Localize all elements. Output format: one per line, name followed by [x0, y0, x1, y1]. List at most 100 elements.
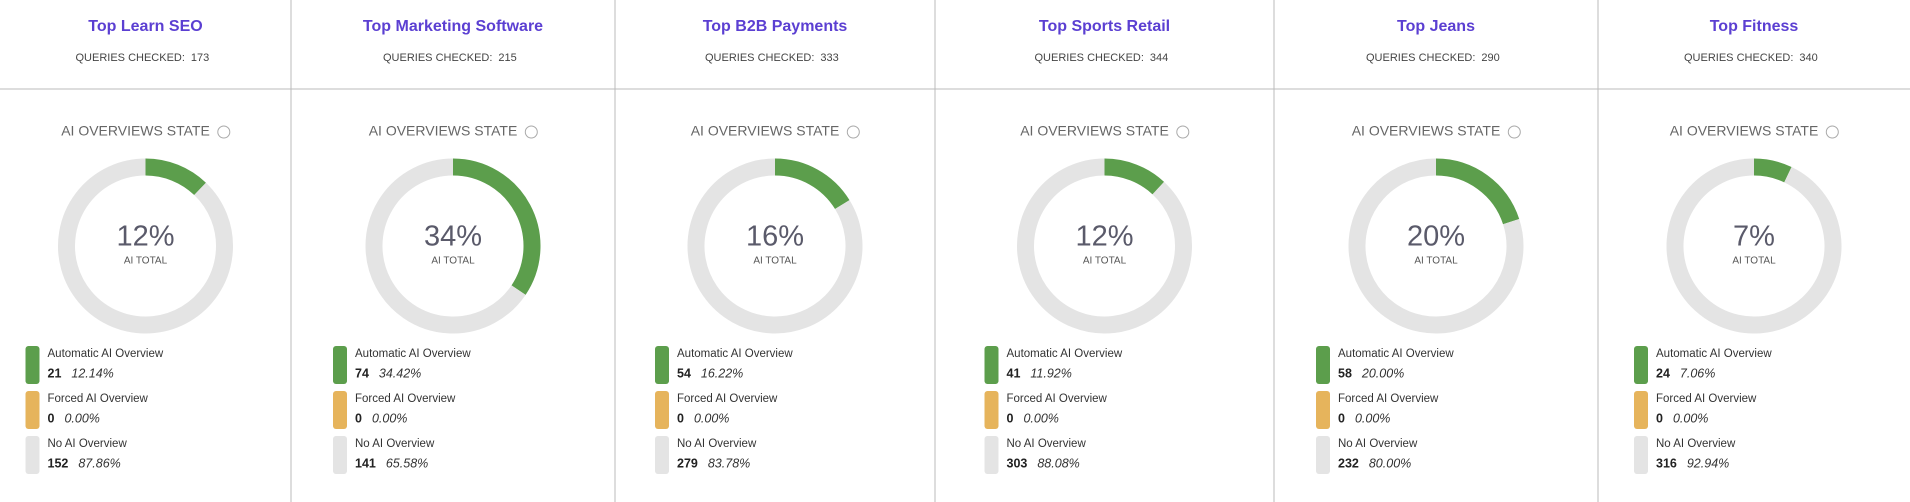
help-icon — [524, 125, 538, 139]
legend-count: 141 — [355, 456, 376, 470]
legend-name: Forced AI Overview — [1338, 393, 1439, 405]
help-icon — [1507, 125, 1521, 139]
legend-count: 58 — [1338, 366, 1352, 380]
legend-percent: 20.00% — [1361, 366, 1404, 380]
legend-count: 0 — [677, 411, 684, 425]
legend-percent: 0.00% — [64, 411, 99, 425]
center-caption: AI TOTAL — [431, 256, 475, 267]
panel-title: Top B2B Payments — [703, 18, 848, 35]
legend-name: Forced AI Overview — [1656, 393, 1757, 405]
panel-title: Top Learn SEO — [88, 18, 202, 35]
queries-value: 290 — [1481, 52, 1499, 64]
legend-percent: 7.06% — [1680, 366, 1715, 380]
legend-percent: 12.14% — [71, 366, 113, 380]
donut-segment — [145, 158, 206, 196]
legend-count: 279 — [677, 456, 698, 470]
legend-count: 21 — [48, 366, 62, 380]
legend-swatch — [25, 436, 40, 474]
legend-count: 303 — [1007, 456, 1028, 470]
center-value: 34% — [424, 221, 482, 253]
legend-name: No AI Overview — [677, 438, 757, 450]
panel-title: Top Fitness — [1710, 18, 1799, 35]
section-title: AI OVERVIEWS STATE — [1352, 123, 1501, 139]
center-value: 12% — [116, 221, 174, 253]
section-title: AI OVERVIEWS STATE — [691, 123, 840, 139]
queries-label: QUERIES CHECKED: — [705, 52, 814, 64]
help-icon — [1176, 125, 1190, 139]
legend-name: Forced AI Overview — [677, 393, 778, 405]
donut-segment — [58, 158, 233, 334]
legend-swatch — [984, 391, 999, 429]
legend-percent: 0.00% — [1023, 411, 1058, 425]
center-value: 7% — [1733, 221, 1775, 253]
legend-swatch — [984, 346, 999, 384]
legend-swatch — [655, 346, 669, 384]
panel-title: Top Jeans — [1397, 18, 1475, 35]
legend-count: 0 — [1338, 411, 1345, 425]
center-value: 12% — [1075, 221, 1133, 253]
legend-name: Forced AI Overview — [48, 393, 149, 405]
donut-segment — [1666, 158, 1842, 334]
legend-percent: 16.22% — [701, 366, 743, 380]
legend-name: No AI Overview — [1656, 438, 1736, 450]
legend-percent: 92.94% — [1687, 456, 1729, 470]
center-caption: AI TOTAL — [1414, 256, 1458, 267]
legend-name: Automatic AI Overview — [1338, 348, 1454, 360]
legend-name: Automatic AI Overview — [48, 348, 164, 360]
legend-percent: 87.86% — [78, 456, 120, 470]
donut-segment — [1435, 158, 1520, 225]
queries-value: 333 — [820, 52, 838, 64]
legend-swatch — [1316, 391, 1330, 429]
help-icon — [1825, 125, 1839, 139]
center-value: 20% — [1407, 221, 1465, 253]
legend-count: 316 — [1656, 456, 1677, 470]
center-caption: AI TOTAL — [1083, 256, 1127, 267]
queries-value: 340 — [1799, 52, 1817, 64]
legend-count: 0 — [48, 411, 55, 425]
queries-value: 215 — [498, 52, 516, 64]
legend-swatch — [1634, 436, 1648, 474]
panel-title: Top Marketing Software — [363, 18, 543, 35]
legend-count: 24 — [1656, 366, 1670, 380]
legend-count: 54 — [677, 366, 691, 380]
legend-swatch — [984, 436, 999, 474]
legend-name: Forced AI Overview — [1007, 393, 1108, 405]
legend-swatch — [333, 346, 347, 384]
legend-count: 0 — [1656, 411, 1663, 425]
legend-count: 74 — [355, 366, 369, 380]
legend-percent: 0.00% — [1355, 411, 1390, 425]
center-caption: AI TOTAL — [124, 256, 168, 267]
center-value: 16% — [746, 221, 804, 253]
queries-label: QUERIES CHECKED: — [383, 52, 492, 64]
legend-percent: 80.00% — [1369, 456, 1411, 470]
legend-swatch — [1634, 346, 1648, 384]
section-title: AI OVERVIEWS STATE — [1670, 123, 1819, 139]
donut-segment — [1017, 158, 1192, 334]
legend-count: 0 — [355, 411, 362, 425]
donut-segment — [687, 158, 863, 334]
legend-name: No AI Overview — [1007, 438, 1087, 450]
queries-label: QUERIES CHECKED: — [1366, 52, 1475, 64]
legend-swatch — [1634, 391, 1648, 429]
center-caption: AI TOTAL — [753, 256, 797, 267]
legend-percent: 88.08% — [1037, 456, 1079, 470]
legend-swatch — [1316, 346, 1330, 384]
donut-segment — [365, 158, 526, 334]
legend-count: 0 — [1007, 411, 1014, 425]
legend-name: Forced AI Overview — [355, 393, 456, 405]
legend-name: No AI Overview — [1338, 438, 1418, 450]
donut-segment — [1104, 158, 1165, 195]
legend-percent: 65.58% — [386, 456, 428, 470]
legend-name: No AI Overview — [48, 438, 128, 450]
legend-count: 41 — [1007, 366, 1021, 380]
queries-value: 344 — [1150, 52, 1168, 64]
donut-segment — [1753, 158, 1792, 183]
help-icon — [217, 125, 231, 139]
queries-label: QUERIES CHECKED: — [1035, 52, 1144, 64]
legend-name: No AI Overview — [355, 438, 435, 450]
legend-swatch — [333, 436, 347, 474]
legend-percent: 11.92% — [1030, 366, 1071, 380]
center-caption: AI TOTAL — [1732, 256, 1776, 267]
legend-count: 232 — [1338, 456, 1359, 470]
